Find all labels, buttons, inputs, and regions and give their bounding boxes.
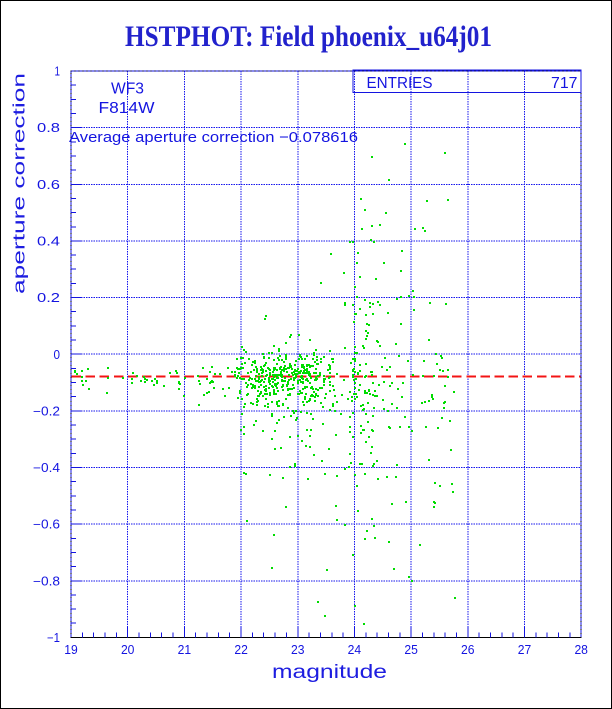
svg-text:26: 26: [461, 643, 475, 657]
svg-text:28: 28: [574, 643, 588, 657]
svg-text:22: 22: [234, 643, 248, 657]
svg-text:1: 1: [55, 65, 61, 79]
svg-text:−1: −1: [47, 631, 60, 645]
svg-text:20: 20: [121, 643, 135, 657]
svg-text:aperture correction: aperture correction: [10, 73, 29, 294]
svg-text:0.2: 0.2: [37, 291, 60, 305]
svg-text:−0.2: −0.2: [33, 404, 60, 418]
svg-text:0.6: 0.6: [37, 178, 60, 192]
svg-text:24: 24: [348, 643, 362, 657]
svg-text:0.4: 0.4: [37, 235, 60, 249]
svg-text:−0.6: −0.6: [33, 518, 60, 532]
svg-text:magnitude: magnitude: [272, 662, 387, 683]
svg-text:0: 0: [54, 348, 61, 362]
svg-text:19: 19: [64, 643, 78, 657]
svg-text:Average aperture correction −0: Average aperture correction −0.078616: [69, 129, 358, 146]
svg-text:WF3: WF3: [111, 80, 144, 97]
svg-text:717: 717: [551, 75, 578, 92]
svg-text:−0.4: −0.4: [33, 461, 60, 475]
svg-text:F814W: F814W: [99, 100, 156, 117]
svg-text:−0.8: −0.8: [33, 574, 60, 588]
svg-text:ENTRIES: ENTRIES: [367, 75, 433, 92]
svg-text:25: 25: [404, 643, 418, 657]
svg-text:0.8: 0.8: [37, 121, 60, 135]
svg-text:HSTPHOT: Field phoenix_u64j01: HSTPHOT: Field phoenix_u64j01: [125, 20, 492, 53]
svg-text:23: 23: [291, 643, 305, 657]
svg-text:21: 21: [178, 643, 192, 657]
svg-text:27: 27: [518, 643, 532, 657]
